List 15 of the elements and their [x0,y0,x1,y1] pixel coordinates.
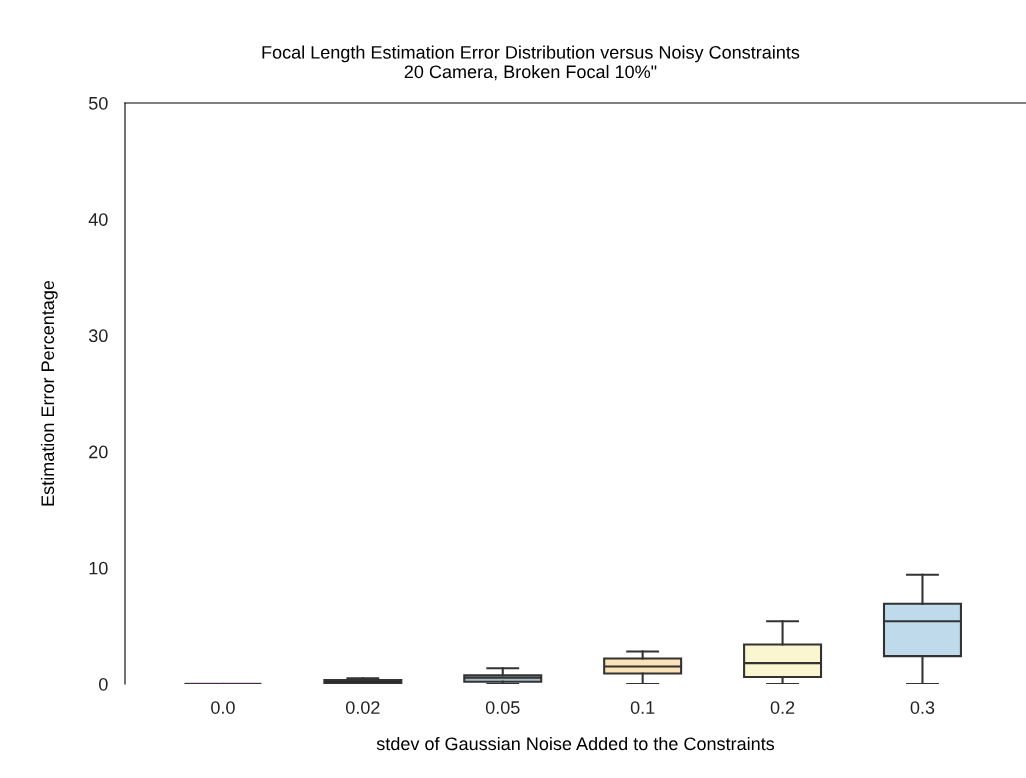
x-tick-label: 0.05 [485,701,520,714]
x-axis-title: stdev of Gaussian Noise Added to the Constraints [376,736,775,751]
y-tick-label: 40 [88,213,108,226]
y-tick-label: 10 [89,561,108,575]
x-tick-label: 0.1 [630,701,655,714]
y-tick-label: 30 [88,329,108,343]
x-tick-label: 0.0 [211,701,235,714]
y-axis-title: Estimation Error Percentage [40,280,58,506]
y-tick-label: 20 [89,445,108,459]
y-tick-label: 0 [99,677,108,691]
x-tick-label: 0.3 [910,701,935,714]
x-tick-label: 0.2 [770,701,795,714]
y-tick-label: 50 [88,96,108,110]
chart-title: Focal Length Estimation Error Distribution versus Noisy Constraints 20 Camera, Broken Focal 10%" [262,45,800,81]
x-tick-label: 0.02 [345,701,380,714]
